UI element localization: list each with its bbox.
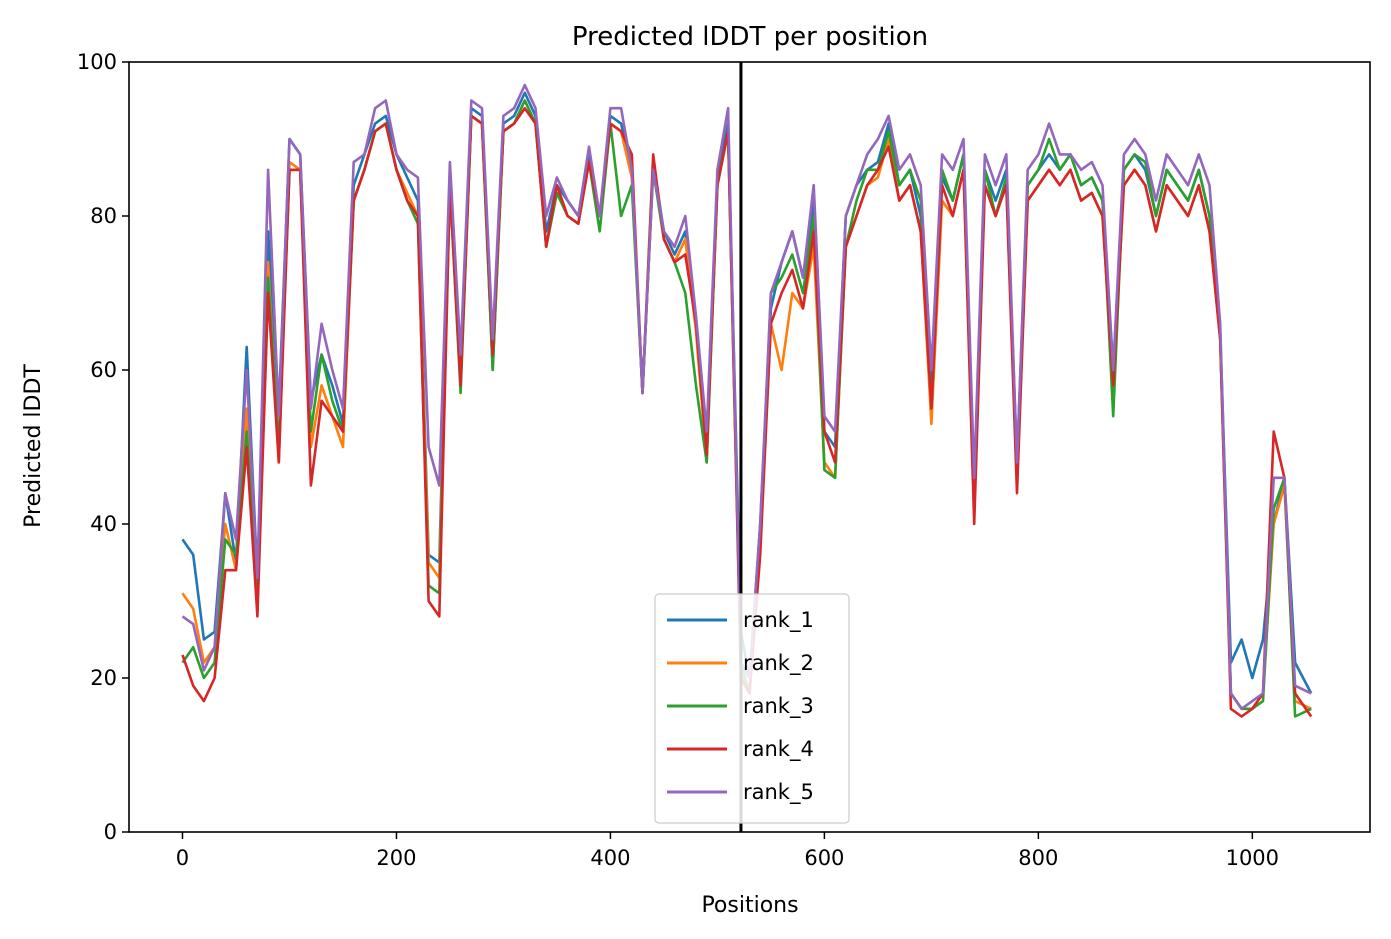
legend-label-rank_5: rank_5 (743, 780, 814, 805)
y-tick-label: 0 (104, 820, 117, 844)
legend-label-rank_3: rank_3 (743, 694, 814, 719)
chart-title: Predicted lDDT per position (572, 22, 928, 52)
y-tick-label: 20 (90, 666, 117, 690)
y-tick-label: 100 (77, 50, 117, 74)
x-axis: 0 200 400 600 800 1000 (176, 832, 1279, 870)
x-tick-label: 1000 (1226, 846, 1279, 870)
legend-box (654, 593, 850, 824)
x-tick-label: 400 (590, 846, 630, 870)
legend: rank_1 rank_2 rank_3 rank_4 rank_5 (654, 593, 850, 824)
legend-label-rank_4: rank_4 (743, 737, 814, 762)
plot-frame (128, 61, 1371, 833)
x-tick-label: 800 (1018, 846, 1058, 870)
x-tick-label: 600 (804, 846, 844, 870)
x-tick-label: 200 (376, 846, 416, 870)
x-axis-label: Positions (701, 893, 798, 918)
y-axis: 0 20 40 60 80 100 (77, 50, 129, 844)
y-tick-label: 40 (90, 512, 117, 536)
y-tick-label: 80 (90, 204, 117, 228)
y-axis-label: Predicted lDDT (21, 364, 46, 528)
y-tick-label: 60 (90, 358, 117, 382)
legend-label-rank_2: rank_2 (743, 651, 814, 676)
x-tick-label: 0 (176, 846, 189, 870)
legend-label-rank_1: rank_1 (743, 608, 814, 633)
